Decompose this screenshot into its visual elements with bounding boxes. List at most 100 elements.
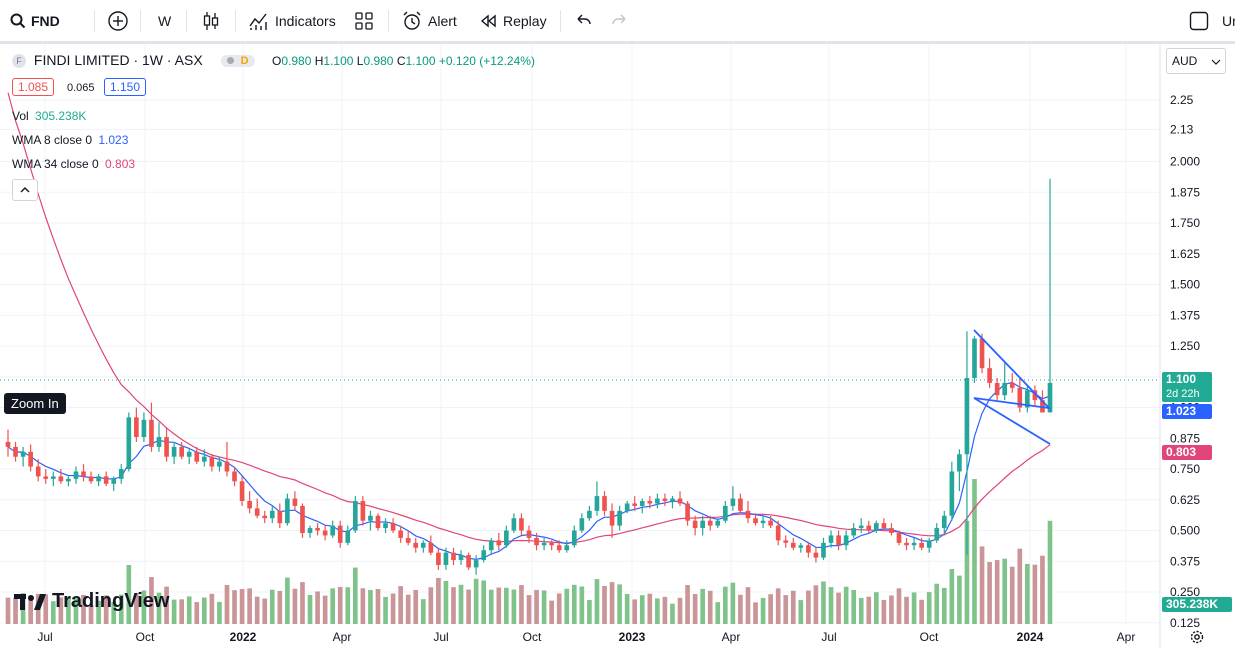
candle-body bbox=[5, 441, 11, 447]
candle-body bbox=[383, 523, 388, 529]
candle-body bbox=[655, 498, 660, 504]
candle-body bbox=[179, 446, 184, 457]
interval-button[interactable]: W bbox=[158, 0, 171, 41]
time-tick-label: Jul bbox=[821, 630, 836, 644]
candle-body bbox=[398, 530, 403, 538]
close-label: C bbox=[396, 54, 406, 68]
volume-bar bbox=[919, 599, 924, 624]
replay-button[interactable]: Replay bbox=[480, 0, 547, 41]
candle bbox=[760, 515, 766, 529]
candle-body bbox=[269, 510, 275, 519]
volume-legend[interactable]: Vol 305.238K bbox=[12, 109, 86, 123]
candle-body bbox=[186, 451, 192, 457]
candle bbox=[889, 523, 894, 536]
price-tick-label: 0.125 bbox=[1170, 616, 1200, 630]
indicators-label: Indicators bbox=[275, 12, 336, 29]
layouts-button[interactable] bbox=[355, 0, 373, 41]
series-title[interactable]: FINDI LIMITED · 1W · ASX bbox=[33, 52, 203, 68]
volume-bar bbox=[375, 589, 381, 624]
candle-body bbox=[134, 417, 139, 438]
candle-body bbox=[451, 552, 456, 561]
volume-bar bbox=[866, 596, 872, 624]
redo-button[interactable] bbox=[611, 0, 629, 41]
candle bbox=[20, 446, 26, 467]
collapse-legend-button[interactable] bbox=[12, 179, 38, 201]
candle-body bbox=[843, 535, 849, 546]
candle bbox=[451, 547, 456, 565]
candle-body bbox=[556, 545, 562, 551]
chevron-up-icon bbox=[20, 187, 30, 193]
volume-bar bbox=[96, 600, 101, 624]
candle bbox=[775, 520, 781, 546]
candle bbox=[1047, 178, 1053, 413]
user-menu-truncated[interactable]: Ur bbox=[1222, 0, 1235, 41]
candle-body bbox=[602, 496, 607, 511]
candle-body bbox=[783, 540, 789, 543]
bar-countdown: 2d 22h bbox=[1166, 388, 1200, 400]
wma8-legend[interactable]: WMA 8 close 0 1.023 bbox=[12, 133, 128, 147]
volume-bar bbox=[81, 594, 86, 624]
volume-bar bbox=[655, 598, 660, 624]
volume-bar bbox=[783, 595, 789, 624]
candle-body bbox=[790, 542, 796, 548]
volume-bar bbox=[806, 590, 811, 624]
undo-button[interactable] bbox=[574, 0, 592, 41]
alert-button[interactable]: Alert bbox=[401, 0, 457, 41]
undo-icon bbox=[577, 14, 591, 24]
candle-body bbox=[579, 518, 585, 531]
volume-bar bbox=[858, 597, 864, 624]
price-tick-label: 0.250 bbox=[1170, 585, 1200, 599]
candle bbox=[602, 491, 607, 516]
candle bbox=[655, 493, 660, 509]
volume-bar bbox=[111, 601, 117, 624]
candle-body bbox=[496, 540, 502, 546]
legend-title-row: F FINDI LIMITED · 1W · ASX D bbox=[12, 52, 255, 68]
candle-body bbox=[458, 555, 464, 561]
candle bbox=[806, 542, 811, 558]
fullscreen-checkbox[interactable] bbox=[1189, 0, 1209, 41]
volume-bar bbox=[50, 601, 56, 624]
candle bbox=[262, 510, 268, 524]
indicators-button[interactable]: Indicators bbox=[248, 0, 336, 41]
symbol-search-button[interactable]: FND bbox=[10, 0, 60, 41]
candle bbox=[624, 501, 630, 514]
volume-bar bbox=[760, 597, 766, 624]
candle-body bbox=[164, 437, 169, 457]
volume-bar bbox=[745, 587, 751, 624]
candle bbox=[194, 446, 200, 465]
currency-select[interactable]: AUD bbox=[1166, 48, 1226, 74]
alarm-clock-icon bbox=[403, 11, 421, 30]
candle-body bbox=[813, 552, 819, 558]
chart-settings-button[interactable] bbox=[1189, 629, 1205, 650]
tradingview-logo[interactable]: TradingView bbox=[14, 590, 169, 613]
candle-body bbox=[692, 520, 698, 529]
compare-symbol-button[interactable] bbox=[107, 0, 129, 41]
candle-body bbox=[821, 542, 826, 558]
candles bbox=[5, 178, 1053, 575]
candle bbox=[964, 331, 970, 556]
candle bbox=[277, 503, 283, 529]
candle-body bbox=[81, 471, 86, 477]
candle bbox=[420, 540, 426, 553]
candle bbox=[639, 498, 645, 514]
volume-bar bbox=[707, 590, 713, 624]
volume-bar bbox=[28, 595, 33, 624]
candle bbox=[315, 523, 320, 536]
chart-type-button[interactable] bbox=[201, 0, 221, 41]
volume-bar bbox=[13, 597, 18, 624]
wma34-legend[interactable]: WMA 34 close 0 0.803 bbox=[12, 157, 135, 171]
buy-price-button[interactable]: 1.150 bbox=[104, 78, 147, 96]
candle-body bbox=[50, 476, 56, 479]
volume-bar bbox=[609, 582, 615, 624]
candle-body bbox=[632, 503, 638, 506]
time-axis: Jul Oct 2022 Apr Jul Oct 2023 Apr Jul Oct 2024 Apr bbox=[37, 630, 1135, 644]
candle-body bbox=[994, 382, 1000, 396]
volume-bars bbox=[5, 479, 1053, 624]
candle-body bbox=[345, 530, 351, 543]
candle-body bbox=[775, 525, 781, 541]
candle bbox=[753, 513, 758, 526]
sell-price-button[interactable]: 1.085 bbox=[12, 78, 55, 96]
volume-bar bbox=[813, 585, 819, 624]
candle-body bbox=[511, 518, 517, 531]
